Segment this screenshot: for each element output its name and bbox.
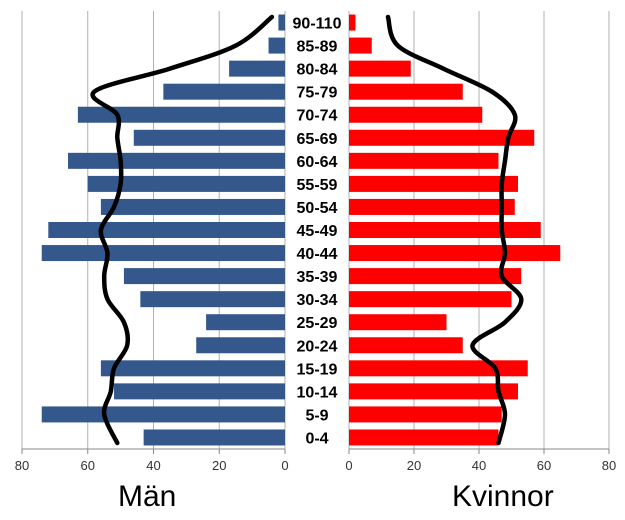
tick-label-women-80: 80 bbox=[602, 458, 616, 473]
bar-men-80-84 bbox=[229, 60, 285, 77]
age-label-15-19: 15-19 bbox=[297, 361, 338, 378]
bar-women-90-110 bbox=[349, 14, 356, 31]
bar-women-70-74 bbox=[349, 106, 483, 123]
age-label-45-49: 45-49 bbox=[297, 223, 338, 240]
age-label-20-24: 20-24 bbox=[297, 338, 338, 355]
bar-women-15-19 bbox=[349, 360, 528, 377]
tick-label-women-20: 20 bbox=[407, 458, 421, 473]
bar-women-80-84 bbox=[349, 60, 411, 77]
reference-line-women bbox=[385, 14, 524, 446]
bar-women-60-64 bbox=[349, 152, 499, 169]
bar-women-30-34 bbox=[349, 291, 512, 308]
tick-label-women-60: 60 bbox=[537, 458, 551, 473]
age-label-80-84: 80-84 bbox=[297, 62, 338, 79]
bar-women-40-44 bbox=[349, 245, 561, 262]
age-label-0-4: 0-4 bbox=[305, 430, 328, 447]
bar-men-15-19 bbox=[100, 360, 286, 377]
age-label-40-44: 40-44 bbox=[297, 246, 338, 263]
bar-men-55-59 bbox=[87, 175, 285, 192]
bar-men-70-74 bbox=[77, 106, 285, 123]
bar-women-35-39 bbox=[349, 268, 522, 285]
bar-women-25-29 bbox=[349, 314, 447, 331]
age-label-60-64: 60-64 bbox=[297, 154, 338, 171]
age-labels: 90-110 85-89 80-84 75-79 70-74 65-69 60-64 55-5… bbox=[293, 16, 342, 448]
bar-men-65-69 bbox=[133, 129, 285, 146]
bar-men-60-64 bbox=[68, 152, 286, 169]
bar-women-45-49 bbox=[349, 222, 541, 238]
bar-men-30-34 bbox=[140, 291, 285, 308]
age-label-55-59: 55-59 bbox=[297, 177, 338, 194]
bar-women-10-14 bbox=[349, 383, 518, 400]
age-label-5-9: 5-9 bbox=[305, 407, 328, 424]
women-axis-title: Kvinnor bbox=[452, 480, 554, 513]
men-axis-title: Män bbox=[118, 480, 177, 513]
age-label-35-39: 35-39 bbox=[297, 269, 338, 286]
tick-label-men-40: 40 bbox=[146, 458, 160, 473]
tick-label-men-60: 60 bbox=[81, 458, 95, 473]
bar-men-0-4 bbox=[143, 429, 285, 446]
tick-label-women-40: 40 bbox=[472, 458, 486, 473]
bar-men-45-49 bbox=[48, 222, 285, 238]
bar-women-75-79 bbox=[349, 83, 463, 100]
bar-men-40-44 bbox=[41, 245, 285, 262]
men-bars bbox=[41, 14, 286, 446]
tick-label-men-0: 0 bbox=[281, 458, 288, 473]
bar-men-85-89 bbox=[268, 37, 285, 54]
age-label-90-110: 90-110 bbox=[293, 16, 342, 33]
bar-women-50-54 bbox=[349, 198, 515, 215]
age-label-85-89: 85-89 bbox=[297, 39, 338, 56]
bar-men-5-9 bbox=[41, 406, 285, 423]
bar-women-5-9 bbox=[349, 406, 502, 423]
age-label-25-29: 25-29 bbox=[297, 315, 338, 332]
tick-label-men-20: 20 bbox=[212, 458, 226, 473]
bar-women-0-4 bbox=[349, 429, 499, 446]
tick-label-men-80: 80 bbox=[15, 458, 29, 473]
bar-men-50-54 bbox=[100, 198, 286, 215]
women-bars bbox=[349, 14, 561, 446]
age-label-50-54: 50-54 bbox=[297, 200, 338, 217]
bar-men-20-24 bbox=[196, 337, 285, 354]
age-label-10-14: 10-14 bbox=[297, 384, 338, 401]
bar-men-10-14 bbox=[114, 383, 285, 400]
bar-women-85-89 bbox=[349, 37, 372, 54]
reference-line-men bbox=[90, 14, 275, 446]
age-label-65-69: 65-69 bbox=[297, 131, 338, 148]
age-label-30-34: 30-34 bbox=[297, 292, 338, 309]
age-label-75-79: 75-79 bbox=[297, 85, 338, 102]
tick-label-women-0: 0 bbox=[345, 458, 352, 473]
bar-women-65-69 bbox=[349, 129, 535, 146]
bar-men-90-110 bbox=[278, 14, 285, 31]
bar-men-75-79 bbox=[163, 83, 285, 100]
bar-men-25-29 bbox=[206, 314, 285, 331]
reference-lines bbox=[90, 14, 524, 446]
bar-men-35-39 bbox=[123, 268, 285, 285]
axes: 80 60 40 20 0 0 20 40 60 80 bbox=[15, 448, 616, 473]
bar-women-20-24 bbox=[349, 337, 463, 354]
age-label-70-74: 70-74 bbox=[297, 108, 338, 125]
bar-women-55-59 bbox=[349, 175, 518, 192]
